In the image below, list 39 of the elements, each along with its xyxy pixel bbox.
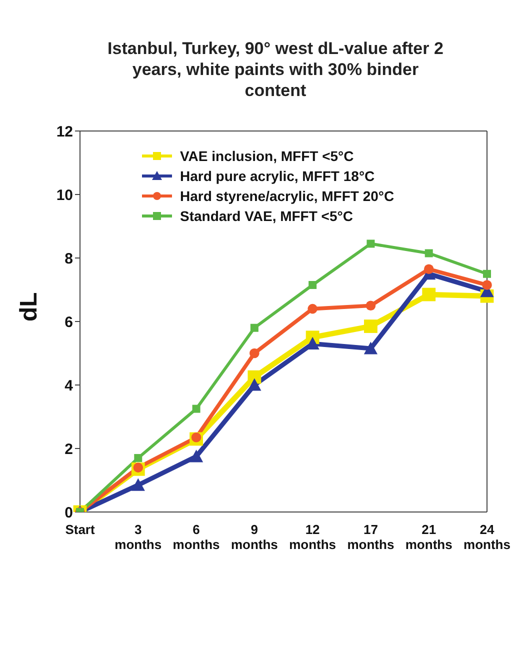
y-tick-label: 12: [56, 123, 73, 140]
point: [483, 270, 491, 278]
legend-label: VAE inclusion, MFFT <5°C: [180, 148, 354, 164]
point: [422, 288, 436, 302]
x-tick-label: 24 months: [464, 522, 510, 552]
point: [189, 450, 204, 462]
point: [250, 348, 260, 358]
y-tick-label: 10: [56, 186, 73, 204]
point: [248, 378, 262, 391]
point: [308, 304, 318, 314]
point: [308, 280, 317, 289]
x-tick-label: 9 months: [230, 522, 278, 552]
legend-label: Hard styrene/acrylic, MFFT 20°C: [180, 188, 394, 204]
point: [364, 320, 378, 333]
point: [424, 264, 434, 274]
legend-label: Hard pure acrylic, MFFT 18°C: [180, 168, 375, 184]
x-tick-label: 3 months: [114, 522, 162, 552]
y-tick-label: 8: [64, 250, 73, 268]
y-tick-label: 0: [64, 504, 73, 522]
chart-title: Istanbul, Turkey, 90° west dL-value after 2 years, white paints with 30% binder content: [106, 38, 444, 101]
y-tick-label: 2: [64, 440, 73, 458]
point: [424, 249, 433, 258]
y-tick-label: 6: [64, 314, 73, 331]
x-tick-label: 6 months: [172, 522, 220, 552]
point: [134, 454, 142, 462]
point: [366, 300, 376, 311]
x-tick-label: Start: [65, 522, 96, 537]
point: [131, 478, 145, 491]
point: [364, 342, 378, 354]
point: [192, 404, 200, 413]
y-tick-label: 4: [64, 377, 74, 394]
point: [366, 240, 375, 248]
x-tick-label: 17 months: [347, 522, 394, 552]
legend-label: Standard VAE, MFFT <5°C: [180, 208, 353, 224]
y-axis-title: dL: [16, 292, 43, 322]
x-tick-label: 21 months: [405, 522, 452, 552]
point: [250, 324, 258, 332]
x-tick-label: 12 months: [289, 522, 336, 552]
point: [482, 280, 492, 290]
